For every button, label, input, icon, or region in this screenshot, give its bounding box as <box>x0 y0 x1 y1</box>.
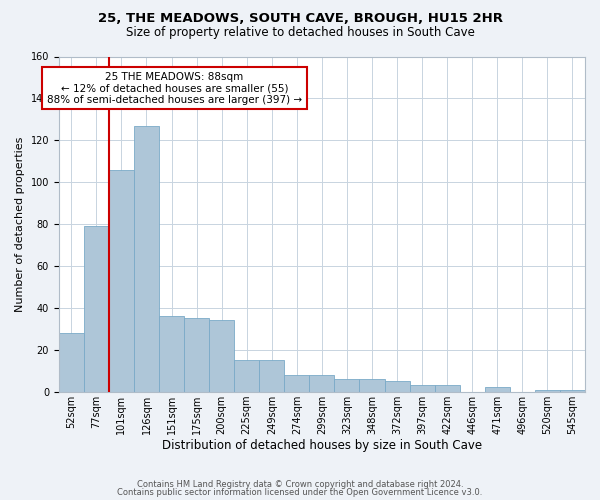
Text: Contains HM Land Registry data © Crown copyright and database right 2024.: Contains HM Land Registry data © Crown c… <box>137 480 463 489</box>
Bar <box>334 379 359 392</box>
Bar <box>59 333 84 392</box>
Text: 25 THE MEADOWS: 88sqm
← 12% of detached houses are smaller (55)
88% of semi-deta: 25 THE MEADOWS: 88sqm ← 12% of detached … <box>47 72 302 105</box>
Bar <box>134 126 159 392</box>
Bar <box>485 388 510 392</box>
Bar <box>209 320 234 392</box>
Y-axis label: Number of detached properties: Number of detached properties <box>15 136 25 312</box>
X-axis label: Distribution of detached houses by size in South Cave: Distribution of detached houses by size … <box>162 440 482 452</box>
Bar <box>434 386 460 392</box>
Text: Contains public sector information licensed under the Open Government Licence v3: Contains public sector information licen… <box>118 488 482 497</box>
Bar <box>184 318 209 392</box>
Bar <box>84 226 109 392</box>
Text: Size of property relative to detached houses in South Cave: Size of property relative to detached ho… <box>125 26 475 39</box>
Bar <box>109 170 134 392</box>
Bar <box>259 360 284 392</box>
Bar <box>560 390 585 392</box>
Bar <box>284 375 310 392</box>
Bar <box>359 379 385 392</box>
Text: 25, THE MEADOWS, SOUTH CAVE, BROUGH, HU15 2HR: 25, THE MEADOWS, SOUTH CAVE, BROUGH, HU1… <box>97 12 503 26</box>
Bar <box>410 386 434 392</box>
Bar <box>234 360 259 392</box>
Bar <box>310 375 334 392</box>
Bar <box>385 381 410 392</box>
Bar <box>159 316 184 392</box>
Bar <box>535 390 560 392</box>
